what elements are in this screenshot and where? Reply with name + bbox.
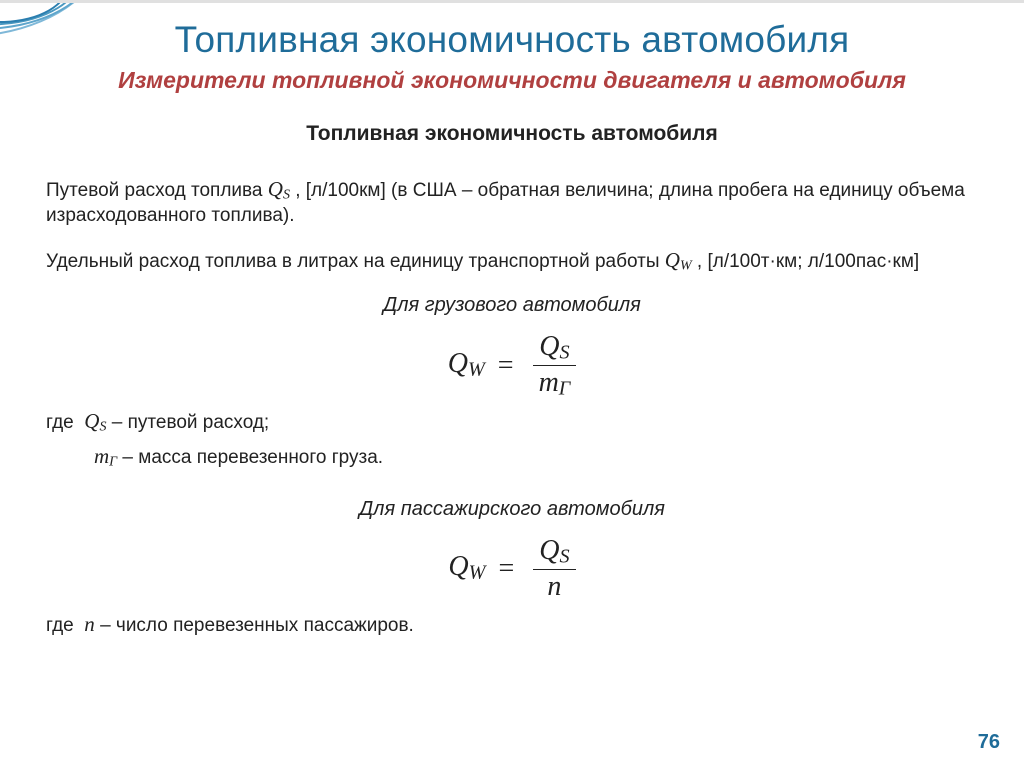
- denominator: mГ: [533, 366, 577, 399]
- body-content: Путевой расход топлива QS , [л/100км] (в…: [46, 176, 978, 638]
- sub-title: Измерители топливной экономичности двига…: [46, 67, 978, 94]
- lhs: QW: [448, 348, 485, 379]
- slide: Топливная экономичность автомобиля Измер…: [0, 0, 1024, 768]
- lhs: QW: [448, 551, 485, 582]
- symbol-qs: QS: [268, 177, 290, 201]
- main-title: Топливная экономичность автомобиля: [46, 3, 978, 61]
- where-block-passenger: где n – число перевезенных пассажиров.: [46, 611, 978, 638]
- numerator: QS: [533, 333, 577, 366]
- equals-sign: =: [498, 555, 514, 583]
- truck-caption: Для грузового автомобиля: [46, 293, 978, 319]
- where-qs: где QS – путевой расход;: [46, 408, 978, 436]
- formula-truck: QW = QS mГ: [46, 333, 978, 399]
- numerator: QS: [533, 537, 575, 570]
- paragraph-route-consumption: Путевой расход топлива QS , [л/100км] (в…: [46, 176, 978, 229]
- paragraph-specific-consumption: Удельный расход топлива в литрах на един…: [46, 247, 978, 275]
- passenger-caption: Для пассажирского автомобиля: [46, 497, 978, 523]
- symbol-qw: QW: [665, 248, 692, 272]
- fraction: QS mГ: [533, 333, 577, 399]
- text: Удельный расход топлива в литрах на един…: [46, 251, 665, 272]
- section-heading: Топливная экономичность автомобиля: [46, 122, 978, 146]
- where-n: где n – число перевезенных пассажиров.: [46, 611, 978, 638]
- page-number: 76: [978, 731, 1000, 754]
- where-mg: mГ – масса перевезенного груза.: [94, 443, 978, 471]
- equals-sign: =: [498, 352, 514, 380]
- fraction: QS n: [533, 537, 575, 601]
- text: Путевой расход топлива: [46, 180, 268, 201]
- where-block-truck: где QS – путевой расход; mГ – масса пере…: [46, 408, 978, 471]
- formula-passenger: QW = QS n: [46, 537, 978, 601]
- text: , [л/100т·км; л/100пас·км]: [692, 251, 920, 272]
- denominator: n: [533, 570, 575, 601]
